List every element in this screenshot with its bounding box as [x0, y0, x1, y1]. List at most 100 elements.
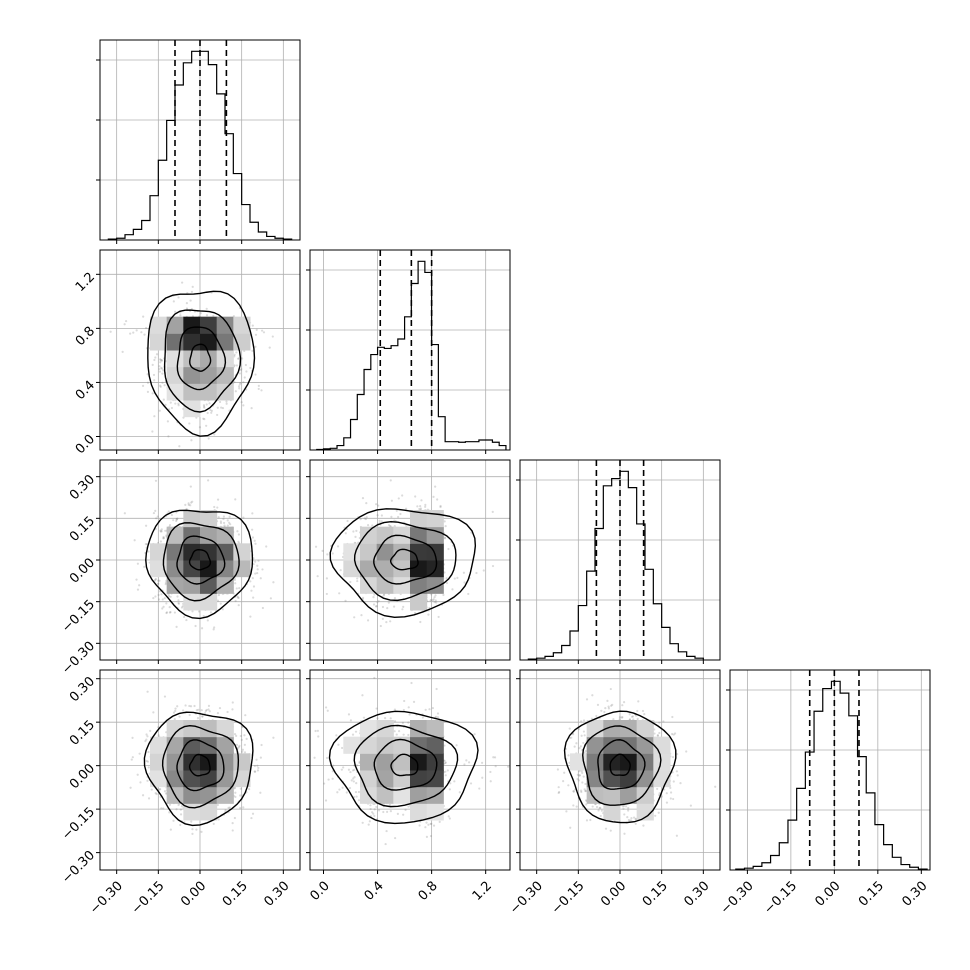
- sample-point: [132, 331, 135, 334]
- sample-point: [249, 580, 252, 583]
- sample-point: [436, 498, 439, 501]
- sample-point: [187, 503, 190, 506]
- sample-point: [456, 576, 459, 579]
- sample-point: [202, 404, 206, 407]
- sample-point: [158, 370, 162, 373]
- sample-point: [153, 579, 156, 582]
- sample-point: [346, 519, 349, 523]
- sample-point: [251, 512, 254, 515]
- sample-point: [129, 786, 132, 789]
- sample-point: [256, 568, 259, 571]
- sample-point: [516, 515, 518, 517]
- sample-point: [191, 500, 194, 503]
- density-cell: [183, 560, 201, 578]
- sample-point: [159, 540, 162, 543]
- density-cell: [343, 543, 361, 561]
- sample-point: [166, 420, 169, 423]
- sample-point: [169, 595, 172, 598]
- sample-point: [238, 372, 242, 375]
- sample-point: [379, 624, 382, 628]
- sample-point: [233, 364, 236, 367]
- sample-point: [147, 550, 150, 553]
- sample-point: [349, 580, 352, 584]
- scatter-panel-3-0: [96, 669, 301, 874]
- sample-point: [162, 537, 165, 540]
- sample-point: [140, 331, 143, 334]
- sample-point: [252, 596, 255, 599]
- sample-point: [269, 597, 272, 600]
- sample-point: [210, 409, 213, 412]
- sample-point: [380, 520, 383, 523]
- sample-point: [159, 358, 162, 361]
- contour-level-3: [389, 548, 419, 571]
- sample-point: [361, 497, 365, 500]
- sample-point: [157, 582, 160, 586]
- contour-level-2: [176, 535, 226, 585]
- sample-point: [220, 406, 223, 409]
- sample-point: [143, 565, 146, 568]
- sample-point: [253, 539, 256, 542]
- sample-point: [434, 485, 437, 488]
- sample-point: [237, 357, 240, 360]
- sample-point: [344, 599, 347, 602]
- sample-point: [381, 617, 384, 620]
- hist-step-2: [527, 470, 704, 660]
- sample-point: [158, 409, 161, 412]
- sample-point: [363, 517, 366, 520]
- sample-point: [225, 402, 228, 405]
- hist-panel-2: [516, 459, 721, 664]
- density-cell: [183, 526, 201, 544]
- sample-point: [199, 312, 202, 315]
- sample-point: [251, 577, 254, 580]
- contour-level-0: [145, 509, 254, 620]
- sample-point: [222, 515, 226, 518]
- density-cell: [200, 510, 218, 528]
- sample-point: [212, 314, 215, 318]
- sample-point: [433, 596, 436, 599]
- sample-point: [190, 501, 193, 504]
- sample-point: [172, 819, 175, 822]
- scatter-panel-2-1: [306, 459, 518, 664]
- sample-point: [241, 357, 244, 360]
- sample-point: [259, 577, 262, 580]
- sample-point: [254, 542, 257, 545]
- sample-point: [420, 499, 423, 502]
- sample-point: [251, 536, 255, 539]
- sample-point: [153, 415, 156, 418]
- sample-point: [261, 606, 264, 610]
- density-cell: [410, 593, 428, 611]
- sample-point: [229, 482, 231, 484]
- density-cell: [200, 526, 218, 544]
- sample-point: [257, 384, 260, 387]
- sample-point: [240, 401, 243, 404]
- sample-point: [237, 540, 240, 543]
- sample-point: [162, 605, 165, 608]
- density-cell: [216, 333, 234, 351]
- sample-point: [168, 803, 172, 806]
- sample-point: [434, 594, 437, 597]
- sample-point: [236, 530, 239, 533]
- sample-point: [213, 505, 216, 509]
- sample-point: [356, 577, 359, 580]
- sample-point: [253, 770, 256, 773]
- hist-panel-0: [96, 39, 301, 244]
- sample-point: [432, 495, 435, 498]
- sample-point: [399, 512, 402, 516]
- sample-point: [154, 479, 158, 482]
- sample-point: [418, 507, 421, 511]
- density-cell: [200, 576, 218, 594]
- density-cell: [166, 316, 184, 334]
- density-cell: [426, 510, 444, 528]
- sample-point: [162, 535, 165, 539]
- sample-point: [168, 606, 171, 609]
- sample-point: [225, 400, 228, 403]
- sample-point: [158, 590, 162, 593]
- sample-point: [222, 517, 225, 521]
- sample-point: [231, 708, 234, 711]
- sample-point: [144, 524, 148, 527]
- sample-point: [177, 599, 180, 602]
- sample-point: [439, 504, 442, 508]
- contour-level-3: [188, 548, 212, 571]
- contour-level-3: [189, 343, 212, 372]
- contour-level-2: [176, 326, 227, 391]
